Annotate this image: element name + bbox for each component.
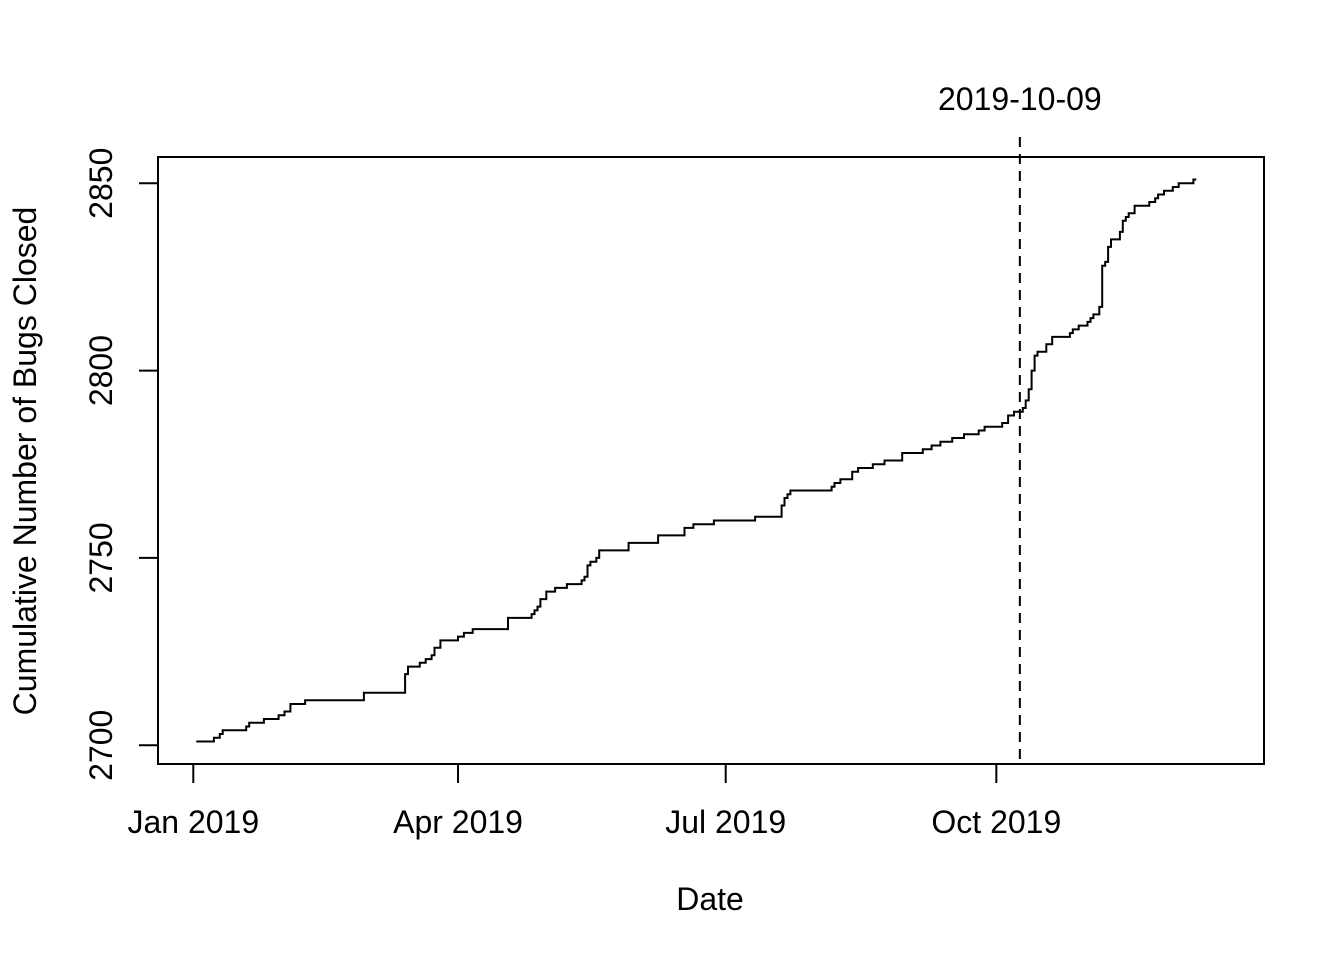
y-tick-label: 2700: [83, 710, 119, 781]
event-marker-label: 2019-10-09: [938, 81, 1102, 117]
plot-area: [196, 137, 1197, 764]
y-tick-label: 2750: [83, 522, 119, 593]
x-tick-label: Jul 2019: [665, 804, 786, 840]
x-axis: Jan 2019 Apr 2019 Jul 2019 Oct 2019: [127, 763, 1061, 840]
x-axis-label: Date: [676, 881, 744, 917]
y-axis: 2700 2750 2800 2850: [83, 148, 159, 781]
x-tick-label: Jan 2019: [127, 804, 259, 840]
x-tick-label: Apr 2019: [393, 804, 523, 840]
cumulative-bugs-line: [196, 178, 1197, 743]
y-tick-label: 2850: [83, 148, 119, 219]
y-tick-label: 2800: [83, 335, 119, 406]
x-tick-label: Oct 2019: [931, 804, 1061, 840]
plot-frame: [157, 156, 1265, 765]
y-axis-label: Cumulative Number of Bugs Closed: [7, 207, 43, 716]
